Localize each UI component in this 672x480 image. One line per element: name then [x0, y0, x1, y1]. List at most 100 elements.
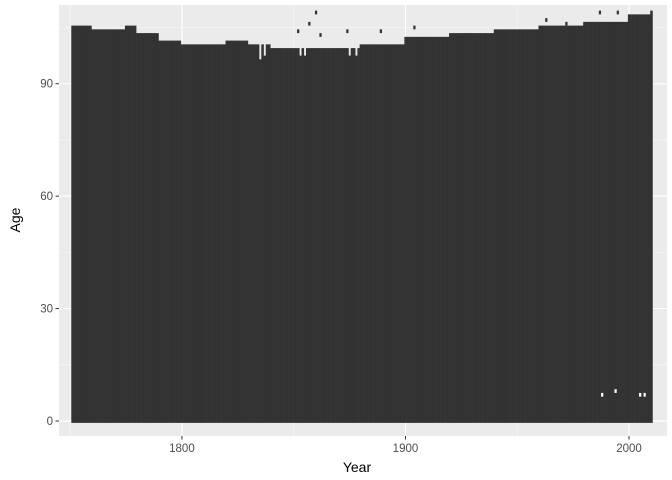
- heatmap-tile-column: [554, 25, 557, 423]
- heatmap-tile-column: [404, 36, 407, 423]
- heatmap-tile-column: [603, 21, 606, 423]
- heatmap-tile-column: [225, 40, 229, 423]
- y-tick-label: 90: [40, 79, 53, 91]
- heatmap-tile-column: [151, 33, 155, 423]
- heatmap-tile-column: [301, 48, 305, 423]
- heatmap-tile-column: [272, 48, 276, 423]
- heatmap-tile-column: [310, 48, 314, 423]
- heatmap-tile-column: [216, 44, 220, 423]
- y-axis: 0 30 60 90: [40, 79, 59, 428]
- heatmap-tile-column: [375, 44, 378, 423]
- heatmap-cell: [346, 29, 349, 34]
- heatmap-tile-column: [417, 36, 421, 423]
- heatmap-isolated-cells: [297, 10, 619, 37]
- heatmap-tile-column: [513, 29, 517, 423]
- heatmap-tile-column: [357, 48, 360, 423]
- heatmap-cell: [598, 10, 602, 15]
- heatmap-tile-column: [238, 40, 242, 423]
- heatmap-tile-column: [361, 44, 365, 423]
- heatmap-tile-column: [223, 44, 226, 423]
- heatmap-tile-column: [471, 33, 474, 423]
- heatmap-tile-column: [160, 40, 164, 423]
- heatmap-tile-column: [230, 40, 233, 423]
- heatmap-tile-column: [113, 29, 117, 423]
- heatmap-tile-column: [563, 25, 566, 423]
- heatmap-tile-column: [399, 44, 403, 423]
- heatmap-tile-column: [547, 25, 550, 423]
- heatmap-tile-column: [252, 44, 255, 423]
- heatmap-tile-column: [196, 44, 200, 423]
- heatmap-tile-column: [507, 29, 510, 423]
- heatmap-tile-column: [610, 21, 613, 423]
- heatmap-tiles: [71, 10, 653, 423]
- heatmap-tile-column: [263, 55, 267, 423]
- heatmap-tile-column: [359, 44, 363, 423]
- heatmap-tile-column: [578, 25, 582, 423]
- heatmap-tile-column: [650, 10, 653, 423]
- heatmap-tile-column: [415, 36, 419, 423]
- heatmap-tile-column: [283, 48, 287, 423]
- heatmap-tile-column: [71, 25, 74, 423]
- heatmap-cell: [545, 18, 548, 22]
- heatmap-tile-column: [243, 40, 246, 423]
- heatmap-tile-column: [332, 48, 336, 423]
- heatmap-tile-column: [397, 44, 401, 423]
- heatmap-tile-column: [270, 48, 273, 423]
- heatmap-tile-column: [218, 44, 222, 423]
- heatmap-tile-column: [379, 44, 383, 423]
- x-tick-label: 1800: [169, 443, 195, 455]
- heatmap-tile-column: [464, 33, 468, 423]
- heatmap-tile-column: [627, 14, 631, 423]
- heatmap-tile-column: [156, 33, 159, 423]
- heatmap-tile-column: [328, 48, 331, 423]
- heatmap-tile-column: [122, 29, 126, 423]
- heatmap-tile-column: [493, 29, 497, 423]
- heatmap-tile-column: [98, 29, 101, 423]
- heatmap-tile-column: [437, 36, 441, 423]
- heatmap-tile-column: [241, 40, 244, 423]
- heatmap-tile-column: [308, 48, 311, 423]
- heatmap-gap: [614, 389, 617, 393]
- heatmap-tile-column: [140, 33, 144, 423]
- heatmap-tile-column: [636, 14, 640, 423]
- heatmap-tile-column: [187, 44, 191, 423]
- heatmap-tile-column: [165, 40, 168, 423]
- heatmap-tile-column: [466, 33, 470, 423]
- heatmap-tile-column: [355, 55, 358, 423]
- heatmap-tile-column: [616, 21, 620, 423]
- heatmap-tile-column: [648, 14, 651, 423]
- heatmap-tile-column: [348, 55, 352, 423]
- heatmap-cell: [379, 29, 382, 34]
- heatmap-tile-column: [234, 40, 238, 423]
- heatmap-tile-column: [247, 44, 251, 423]
- heatmap-tile-column: [339, 48, 343, 423]
- heatmap-tile-column: [259, 59, 262, 423]
- heatmap-tile-column: [373, 44, 376, 423]
- heatmap-tile-column: [78, 25, 81, 423]
- heatmap-tile-column: [129, 25, 132, 423]
- heatmap-tile-column: [346, 48, 349, 423]
- heatmap-tile-column: [551, 25, 555, 423]
- heatmap-gap: [601, 392, 604, 397]
- heatmap-tile-column: [274, 48, 278, 423]
- heatmap-tile-column: [100, 29, 103, 423]
- heatmap-tile-column: [390, 44, 394, 423]
- heatmap-tile-column: [589, 21, 593, 423]
- heatmap-tile-column: [198, 44, 202, 423]
- heatmap-tile-column: [317, 48, 320, 423]
- heatmap-tile-column: [120, 29, 124, 423]
- heatmap-tile-column: [212, 44, 215, 423]
- heatmap-tile-column: [250, 44, 253, 423]
- heatmap-tile-column: [614, 21, 618, 423]
- heatmap-tile-column: [91, 29, 94, 423]
- heatmap-tile-column: [377, 44, 381, 423]
- heatmap-tile-column: [299, 55, 302, 423]
- heatmap-tile-column: [145, 33, 148, 423]
- heatmap-tile-column: [540, 25, 544, 423]
- heatmap-tile-column: [592, 21, 595, 423]
- heatmap-tile-column: [142, 33, 146, 423]
- heatmap-tile-column: [527, 29, 530, 423]
- heatmap-tile-column: [149, 33, 153, 423]
- heatmap-tile-column: [520, 29, 524, 423]
